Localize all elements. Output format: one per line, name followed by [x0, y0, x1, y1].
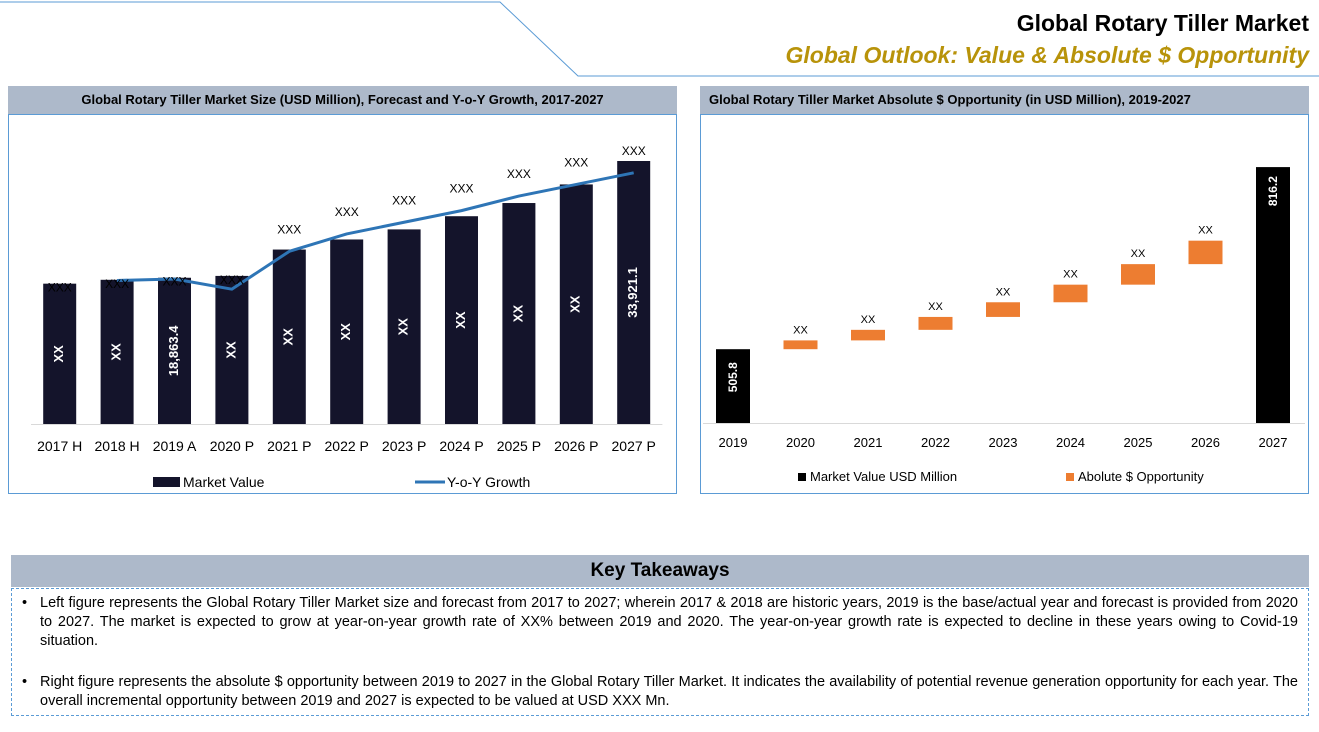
key-takeaways-box: • Left figure represents the Global Rota…	[11, 588, 1309, 716]
left-chart-title: Global Rotary Tiller Market Size (USD Mi…	[8, 86, 677, 114]
x-tick-label: 2022	[921, 435, 950, 450]
absolute-opportunity-chart-panel: 505.8XXXXXXXXXXXXXXXX816.220192020202120…	[700, 114, 1309, 494]
x-tick-label: 2021	[854, 435, 883, 450]
opportunity-bar	[1053, 284, 1088, 303]
key-takeaways-title: Key Takeaways	[11, 555, 1309, 587]
growth-data-label: XXX	[335, 205, 359, 219]
legend-swatch-opportunity	[1066, 473, 1074, 481]
bar-data-label: XX	[109, 343, 124, 361]
opportunity-data-label: XX	[793, 324, 808, 336]
x-tick-label: 2017 H	[37, 438, 82, 454]
x-tick-label: 2024 P	[439, 438, 483, 454]
opportunity-data-label: XX	[1131, 248, 1146, 260]
x-tick-label: 2026	[1191, 435, 1220, 450]
market-size-chart: XX 2017 H XX 2018 H 18,863.4 2019 A XX 2020 P XX…	[31, 144, 663, 490]
bullet-icon: •	[22, 674, 28, 690]
takeaway-item: • Right figure represents the absolute $…	[22, 673, 1298, 711]
total-bar	[1256, 167, 1290, 423]
opportunity-data-label: XX	[1063, 269, 1078, 281]
legend-swatch-market-value	[798, 473, 806, 481]
growth-data-label: XXX	[105, 277, 129, 291]
market-value-bar	[43, 283, 77, 424]
growth-data-label: XXX	[162, 275, 186, 289]
market-value-bar	[100, 279, 134, 424]
takeaway-text: Right figure represents the absolute $ o…	[40, 674, 1298, 709]
x-tick-label: 2023 P	[382, 438, 426, 454]
x-tick-label: 2024	[1056, 435, 1085, 450]
growth-data-label: XXX	[622, 144, 646, 158]
opportunity-bar	[783, 340, 818, 350]
legend-label-market-value: Market Value	[183, 474, 265, 490]
takeaway-text: Left figure represents the Global Rotary…	[40, 595, 1298, 649]
bullet-icon: •	[22, 595, 28, 611]
legend-label-yoy-growth: Y-o-Y Growth	[447, 474, 530, 490]
total-bar-label: 505.8	[726, 362, 740, 392]
legend-label-opportunity: Abolute $ Opportunity	[1078, 469, 1204, 484]
market-value-bar	[272, 249, 306, 424]
bar-data-label: XX	[51, 345, 66, 363]
market-value-bar	[445, 216, 478, 424]
growth-data-label: XXX	[277, 222, 301, 236]
bar-data-label: XX	[568, 295, 583, 313]
x-tick-label: 2018 H	[95, 438, 140, 454]
bar-data-label: XX	[453, 311, 468, 329]
bar-data-label: XX	[281, 328, 296, 346]
bar-data-label: XX	[338, 323, 353, 341]
takeaway-item: • Left figure represents the Global Rota…	[22, 594, 1298, 651]
opportunity-data-label: XX	[861, 314, 876, 326]
growth-data-label: XXX	[564, 155, 588, 169]
market-value-bar	[330, 239, 364, 424]
right-chart-title: Global Rotary Tiller Market Absolute $ O…	[700, 86, 1309, 114]
growth-data-label: XXX	[449, 182, 473, 196]
growth-data-label: XXX	[392, 193, 416, 207]
x-tick-label: 2021 P	[267, 438, 311, 454]
bar-data-label: 18,863.4	[166, 325, 181, 376]
bar-data-label: 33,921.1	[625, 267, 640, 318]
opportunity-data-label: XX	[996, 286, 1011, 298]
market-value-bar	[387, 229, 421, 424]
x-tick-label: 2022 P	[325, 438, 369, 454]
page-title: Global Rotary Tiller Market	[1016, 10, 1309, 36]
market-value-bar	[215, 275, 249, 424]
opportunity-bar	[1188, 240, 1223, 265]
growth-data-label: XXX	[220, 273, 244, 287]
opportunity-bar	[918, 316, 953, 330]
header-decor-line	[0, 1, 1319, 77]
total-bar-label: 816.2	[1266, 176, 1280, 206]
market-value-bar	[502, 203, 536, 424]
x-tick-label: 2026 P	[554, 438, 598, 454]
x-tick-label: 2019 A	[153, 438, 197, 454]
market-value-bar	[559, 184, 593, 424]
bar-data-label: XX	[396, 318, 411, 336]
market-value-bar	[617, 161, 651, 424]
absolute-opportunity-chart: 505.8XXXXXXXXXXXXXXXX816.220192020202120…	[703, 167, 1305, 484]
page-subtitle: Global Outlook: Value & Absolute $ Oppor…	[785, 42, 1309, 68]
x-tick-label: 2027	[1259, 435, 1288, 450]
growth-data-label: XXX	[48, 281, 72, 295]
opportunity-bar	[1121, 264, 1155, 285]
opportunity-data-label: XX	[1198, 225, 1213, 237]
x-tick-label: 2025 P	[497, 438, 541, 454]
x-tick-label: 2025	[1124, 435, 1153, 450]
growth-data-label: XXX	[507, 167, 531, 181]
legend-swatch-market-value	[153, 477, 180, 487]
x-tick-label: 2020	[786, 435, 815, 450]
opportunity-bar	[851, 329, 885, 341]
opportunity-data-label: XX	[928, 301, 943, 313]
market-value-bar	[158, 277, 191, 424]
x-tick-label: 2019	[719, 435, 748, 450]
opportunity-bar	[986, 302, 1020, 317]
x-tick-label: 2020 P	[210, 438, 254, 454]
market-size-chart-panel: XX 2017 H XX 2018 H 18,863.4 2019 A XX 2020 P XX…	[8, 114, 677, 494]
bar-data-label: XX	[510, 305, 525, 323]
x-tick-label: 2027 P	[612, 438, 656, 454]
x-tick-label: 2023	[989, 435, 1018, 450]
total-bar	[716, 349, 750, 423]
legend-label-market-value: Market Value USD Million	[810, 469, 957, 484]
yoy-growth-line	[117, 171, 634, 291]
bar-data-label: XX	[223, 341, 238, 359]
